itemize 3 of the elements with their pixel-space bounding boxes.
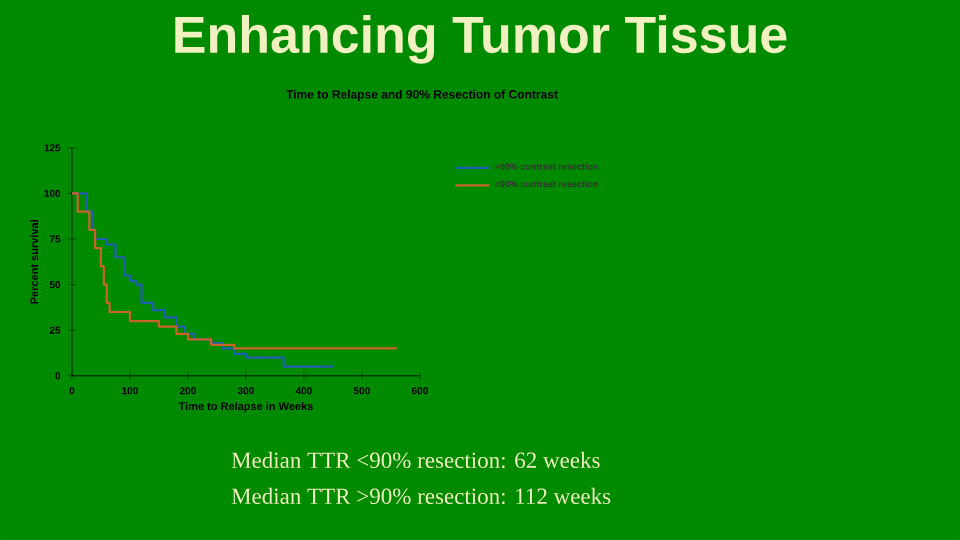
text: Median TTR <90% resection: 62 weeks [231,451,600,469]
chart-title: Enhancing Tumor Tissue [175,15,787,64]
text: Median TTR >90% resection: 112 weeks [231,487,611,505]
